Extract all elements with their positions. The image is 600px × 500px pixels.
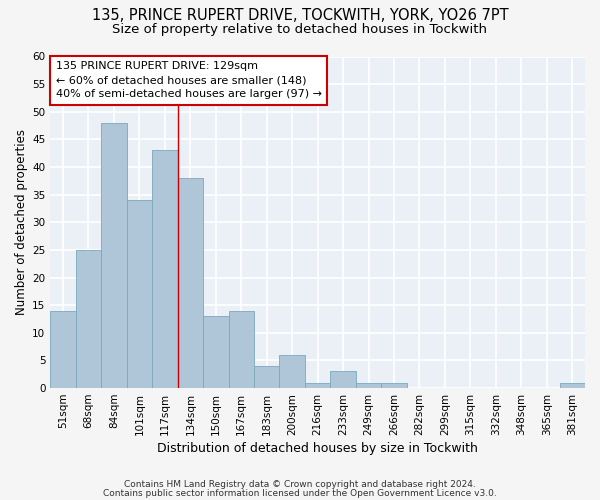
Bar (101, 123, 127, 388)
Bar (152, 150, 178, 388)
Bar (254, 366, 280, 388)
Text: Contains HM Land Registry data © Crown copyright and database right 2024.: Contains HM Land Registry data © Crown c… (124, 480, 476, 489)
Bar (331, 372, 356, 388)
Bar (76, 250, 101, 388)
Y-axis label: Number of detached properties: Number of detached properties (15, 130, 28, 316)
Bar (560, 382, 585, 388)
Bar (356, 382, 381, 388)
Bar (229, 310, 254, 388)
Bar (203, 316, 229, 388)
Text: Size of property relative to detached houses in Tockwith: Size of property relative to detached ho… (113, 22, 487, 36)
Text: 135 PRINCE RUPERT DRIVE: 129sqm
← 60% of detached houses are smaller (148)
40% o: 135 PRINCE RUPERT DRIVE: 129sqm ← 60% of… (56, 62, 322, 100)
X-axis label: Distribution of detached houses by size in Tockwith: Distribution of detached houses by size … (157, 442, 478, 455)
Bar (127, 200, 152, 388)
Bar (50, 310, 76, 388)
Bar (280, 355, 305, 388)
Bar (381, 382, 407, 388)
Bar (305, 382, 331, 388)
Text: Contains public sector information licensed under the Open Government Licence v3: Contains public sector information licen… (103, 488, 497, 498)
Bar (178, 178, 203, 388)
Text: 135, PRINCE RUPERT DRIVE, TOCKWITH, YORK, YO26 7PT: 135, PRINCE RUPERT DRIVE, TOCKWITH, YORK… (92, 8, 508, 22)
